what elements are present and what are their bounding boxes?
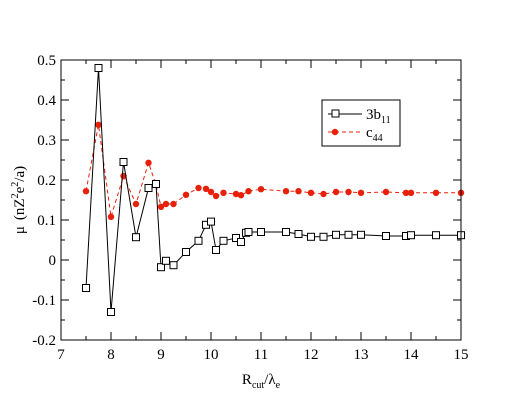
data-point-c44 — [145, 159, 152, 166]
data-point-c44 — [82, 188, 90, 195]
data-point-3b11 — [244, 228, 253, 236]
data-point-3b11 — [407, 231, 415, 240]
data-point-3b11 — [357, 230, 365, 239]
data-point-3b11 — [332, 230, 340, 239]
x-tick-label: 15 — [454, 347, 469, 363]
data-point-3b11 — [132, 233, 140, 242]
x-axis-label: Rcut/λe — [242, 372, 281, 391]
legend-label-c44: c44 — [366, 125, 383, 144]
y-tick-label: 0 — [49, 253, 57, 269]
data-point-3b11 — [157, 263, 165, 272]
x-tick-label: 13 — [354, 347, 369, 363]
data-point-c44 — [257, 186, 265, 193]
data-point-3b11 — [107, 308, 115, 316]
data-point-c44 — [407, 189, 415, 196]
data-point-3b11 — [212, 246, 220, 254]
data-point-3b11 — [219, 236, 228, 245]
x-tick-label: 11 — [254, 347, 268, 363]
data-point-c44 — [357, 189, 365, 196]
y-tick-label: 0.5 — [37, 53, 56, 69]
data-point-c44 — [402, 189, 410, 196]
legend-entry-c44: c44 — [328, 125, 383, 144]
data-point-c44 — [157, 203, 165, 210]
data-point-c44 — [237, 192, 245, 199]
plot-frame — [60, 59, 462, 341]
data-point-3b11 — [344, 230, 353, 239]
data-point-3b11 — [237, 238, 245, 246]
data-point-3b11 — [207, 217, 215, 226]
data-point-c44 — [432, 189, 440, 196]
series-line-c44 — [85, 124, 461, 217]
data-point-c44 — [195, 184, 202, 192]
data-point-3b11 — [169, 261, 178, 270]
data-point-3b11 — [282, 228, 290, 236]
data-point-3b11 — [257, 228, 265, 236]
y-tick-label: 0.3 — [37, 133, 56, 149]
data-point-3b11 — [119, 158, 128, 166]
legend-entry-3b11: 3b11 — [328, 107, 391, 126]
plot-area — [82, 64, 465, 316]
data-point-c44 — [245, 188, 252, 195]
data-point-3b11 — [294, 230, 303, 238]
x-tick-label: 14 — [404, 347, 420, 363]
data-point-c44 — [202, 185, 210, 192]
y-tick-label: 0.4 — [37, 93, 56, 109]
data-point-c44 — [232, 190, 240, 198]
data-point-3b11 — [144, 184, 153, 192]
legend-label-3b11: 3b11 — [366, 107, 391, 126]
x-tick-label: 7 — [57, 347, 65, 363]
data-point-c44 — [182, 191, 190, 198]
y-tick-label: -0.1 — [32, 293, 56, 309]
legend-box — [321, 99, 401, 147]
data-point-3b11 — [182, 248, 190, 256]
y-tick-label: -0.2 — [32, 333, 56, 349]
x-tick-label: 12 — [304, 347, 319, 363]
data-point-c44 — [212, 192, 220, 200]
data-point-c44 — [295, 188, 302, 195]
data-point-3b11 — [194, 236, 203, 245]
data-point-c44 — [282, 188, 290, 195]
data-point-c44 — [95, 121, 102, 128]
x-tick-label: 9 — [157, 347, 165, 363]
data-point-3b11 — [382, 232, 390, 240]
legend: 3b11 c44 — [321, 99, 401, 147]
legend-marker-3b11 — [331, 109, 340, 118]
data-point-3b11 — [319, 232, 328, 241]
data-point-3b11 — [162, 256, 170, 265]
x-tick-label: 10 — [204, 347, 219, 363]
data-point-3b11 — [152, 180, 160, 188]
data-point-c44 — [382, 188, 390, 196]
data-point-3b11 — [307, 232, 315, 241]
data-point-c44 — [107, 213, 115, 220]
y-tick-label: 0.2 — [37, 173, 56, 189]
data-point-c44 — [345, 188, 352, 196]
y-tick-label: 0.1 — [37, 213, 56, 229]
data-point-c44 — [132, 200, 140, 208]
x-tick-label: 8 — [107, 347, 115, 363]
data-point-c44 — [207, 188, 215, 196]
data-point-c44 — [307, 189, 315, 196]
axes: 7 8 9 10 11 12 13 14 15 -0.2 -0.1 0 0.1 0.2 0.3 0.4 0.5 — [32, 53, 468, 363]
data-point-c44 — [332, 188, 340, 196]
data-point-3b11 — [432, 231, 440, 240]
legend-marker-c44 — [331, 128, 339, 136]
data-point-c44 — [320, 190, 327, 198]
data-point-c44 — [170, 200, 177, 208]
data-point-3b11 — [82, 284, 90, 292]
data-point-c44 — [162, 200, 170, 208]
y-axis-label: μ(nZ2e2/a) — [10, 166, 28, 234]
data-point-c44 — [220, 189, 227, 196]
data-point-3b11 — [94, 64, 103, 72]
